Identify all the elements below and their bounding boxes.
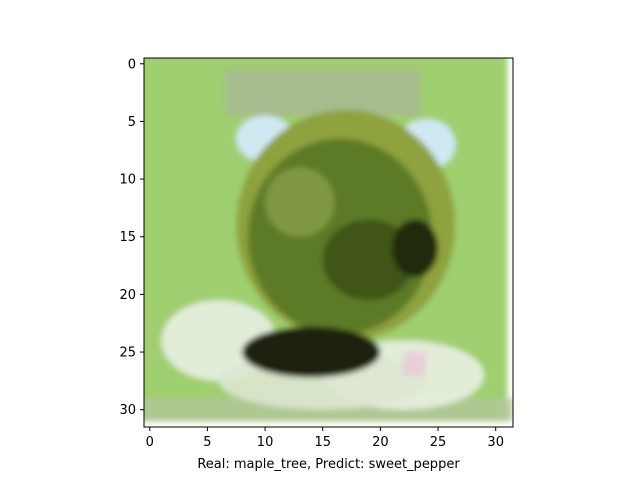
y-tick-label: 15 <box>119 230 136 245</box>
pixel-pink-spot <box>403 352 427 376</box>
x-tick-label: 30 <box>487 435 504 450</box>
y-axis: 0 5 10 15 20 25 30 <box>119 57 144 418</box>
y-tick-label: 10 <box>119 173 136 188</box>
pixel-canopy-highlight <box>265 167 335 237</box>
x-axis: 0 5 10 15 20 25 30 <box>146 427 504 450</box>
y-tick-label: 0 <box>128 57 136 72</box>
image-pixels <box>144 58 513 422</box>
plot-frame <box>143 57 514 428</box>
x-tick-label: 15 <box>314 435 331 450</box>
x-tick-label: 25 <box>430 435 447 450</box>
x-tick-label: 5 <box>203 435 211 450</box>
y-tick-label: 25 <box>119 346 136 361</box>
y-tick-label: 20 <box>119 288 136 303</box>
pixel-top-band <box>224 69 421 116</box>
y-tick-label: 30 <box>119 403 136 418</box>
x-axis-label: Real: maple_tree, Predict: sweet_pepper <box>197 457 460 472</box>
pixel-trunk-shadow <box>242 326 381 378</box>
x-tick-label: 10 <box>257 435 274 450</box>
pixel-canopy-dark-core <box>322 219 415 301</box>
pixel-canopy-dark-right <box>391 219 439 278</box>
y-tick-label: 5 <box>128 115 136 130</box>
x-tick-label: 20 <box>372 435 389 450</box>
x-tick-label: 0 <box>146 435 154 450</box>
